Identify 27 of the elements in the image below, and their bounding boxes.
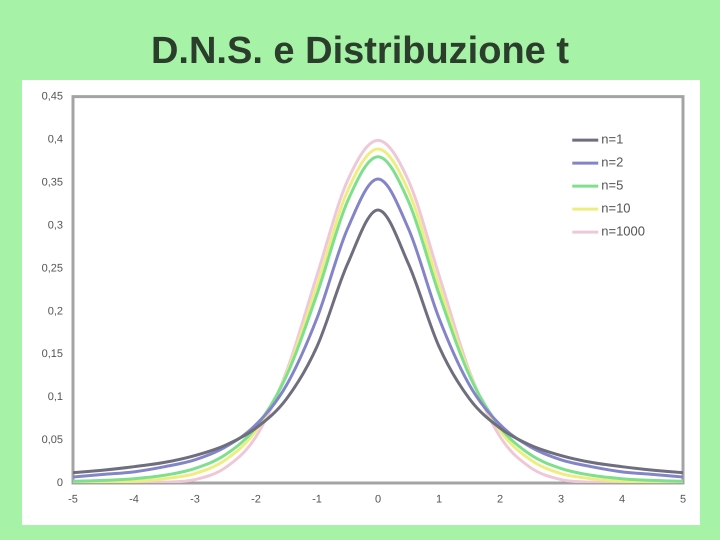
- legend-label: n=2: [601, 154, 624, 170]
- y-tick-label: 0,35: [42, 176, 63, 188]
- y-tick-label: 0,25: [42, 262, 63, 274]
- x-tick-label: 1: [436, 494, 442, 506]
- legend-label: n=1000: [601, 224, 646, 239]
- y-tick-label: 0,45: [42, 90, 63, 103]
- y-tick-label: 0,3: [48, 219, 63, 232]
- chart-title: D.N.S. e Distribuzione t: [150, 29, 570, 74]
- x-tick-label: 0: [374, 494, 382, 506]
- y-tick-label: 0,15: [42, 348, 63, 360]
- x-tick-label: -2: [251, 494, 261, 506]
- x-tick-label: -3: [190, 494, 200, 506]
- y-tick-label: 0,1: [48, 391, 63, 404]
- x-tick-label: 4: [618, 494, 626, 506]
- x-tick-label: 3: [558, 494, 564, 506]
- x-tick-label: -5: [68, 494, 78, 506]
- x-tick-label: -4: [129, 494, 139, 506]
- y-tick-label: 0,2: [48, 305, 63, 318]
- x-tick-label: 2: [496, 494, 504, 506]
- y-tick-label: 0: [56, 477, 63, 490]
- legend-label: n=10: [601, 200, 631, 216]
- x-tick-label: -1: [312, 494, 322, 506]
- legend-label: n=1: [601, 132, 624, 147]
- y-tick-label: 0,05: [42, 434, 63, 446]
- legend-label: n=5: [601, 178, 624, 193]
- x-tick-label: 5: [680, 494, 686, 506]
- y-tick-label: 0,4: [48, 134, 63, 146]
